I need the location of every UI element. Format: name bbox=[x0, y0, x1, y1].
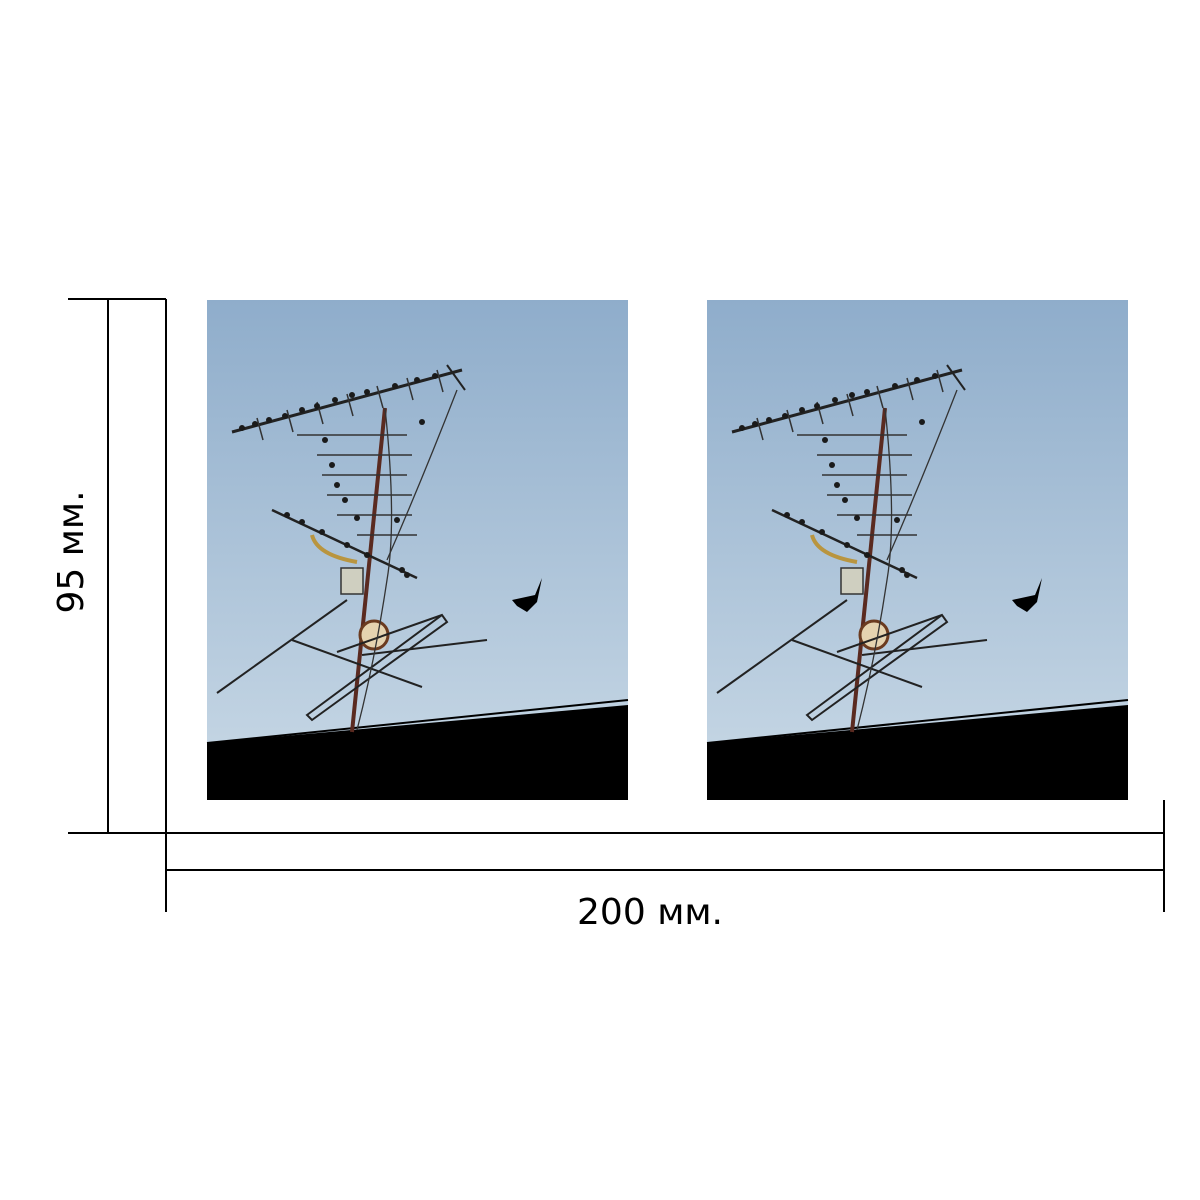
photo-panel-left bbox=[205, 298, 630, 802]
height-dimension bbox=[68, 298, 167, 834]
height-label: 95 мм. bbox=[51, 490, 92, 613]
photo-panel-right bbox=[705, 298, 1130, 802]
width-dimension bbox=[165, 800, 1165, 912]
width-label: 200 мм. bbox=[577, 892, 723, 933]
